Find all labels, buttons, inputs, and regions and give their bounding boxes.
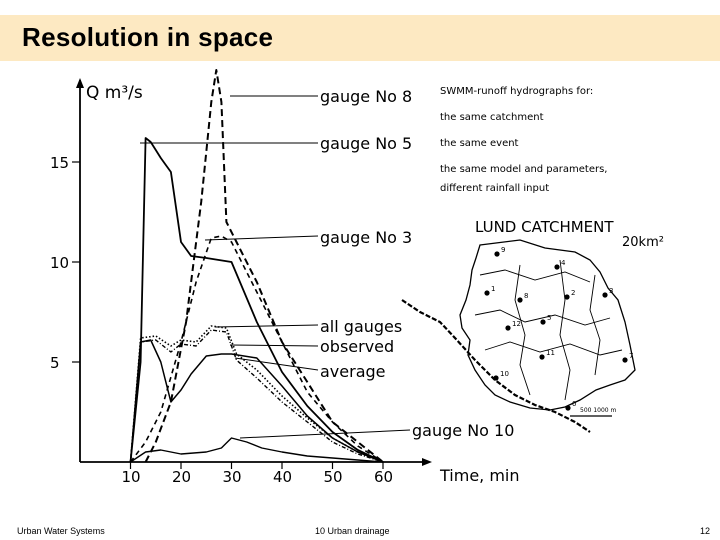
footer-course: Urban Water Systems	[17, 526, 105, 536]
subcatchment-line	[514, 264, 531, 396]
leader-observed	[229, 344, 319, 347]
x-tick-label: 20	[172, 468, 191, 486]
gauge-marker	[622, 357, 628, 363]
x-tick-label: 40	[273, 468, 292, 486]
x-tick-label: 30	[223, 468, 242, 486]
series-gauge-no-10	[130, 437, 384, 463]
series-gauge-no-8	[144, 69, 384, 463]
gauge-number: 9	[501, 246, 505, 254]
note-line-2: the same catchment	[440, 112, 544, 123]
footer-page-number: 12	[700, 526, 711, 536]
gauge-number: 5	[547, 314, 551, 322]
catchment-map: LUND CATCHMENT 20km² 9 4 1 8 2 3 5 12 11 10 7 0 500…	[401, 218, 664, 433]
note-block: SWMM-runoff hydrographs for: the same ca…	[440, 86, 608, 194]
x-tick-label: 10	[122, 468, 141, 486]
x-axis-arrow	[422, 458, 432, 466]
gauge-marker	[493, 375, 499, 381]
gauge-marker	[564, 294, 570, 300]
gauge-marker	[602, 292, 608, 298]
leader-all	[214, 324, 319, 328]
scale-bar: 500 1000 m	[570, 407, 617, 417]
x-tick-label: 60	[374, 468, 393, 486]
leader-lines	[140, 95, 411, 439]
series-average	[129, 339, 384, 463]
slide-title: Resolution in space	[22, 22, 274, 52]
gauge-number: 11	[546, 349, 555, 357]
gauge-number: 4	[561, 259, 566, 267]
gauge-marker	[539, 354, 545, 360]
gauge-number: 12	[512, 320, 521, 328]
gauge-marker	[505, 325, 511, 331]
gauge-marker	[484, 290, 490, 296]
gauge-number: 3	[609, 287, 613, 295]
leader-average	[234, 357, 319, 371]
gauge-number: 8	[524, 292, 528, 300]
series-gauge-no-3	[129, 235, 384, 463]
subcatchment-line	[559, 259, 571, 401]
y-axis-arrow	[76, 78, 84, 88]
gauge-marker	[517, 297, 523, 303]
series-gauge-no-5	[129, 137, 384, 463]
subcatchment-lines	[474, 259, 623, 401]
footer-chapter: 10 Urban drainage	[315, 526, 390, 536]
note-line-1: SWMM-runoff hydrographs for:	[440, 86, 593, 97]
hydrograph-figure: Q m³/s 5 10 15 10 20 30 40 50 60 Time, min gaug…	[0, 60, 720, 500]
gauge-marker	[565, 405, 571, 411]
gauge-number: 0	[572, 400, 576, 408]
gauge-number: 1	[491, 285, 495, 293]
leader-gauge10	[239, 429, 411, 439]
scale-bar-label: 500 1000 m	[580, 407, 617, 414]
note-line-5: different rainfall input	[440, 183, 549, 194]
subcatchment-line	[474, 309, 611, 326]
label-all-gauges: all gauges	[320, 317, 402, 336]
y-tick-label: 5	[50, 354, 60, 372]
label-observed: observed	[320, 337, 394, 356]
label-gauge10: gauge No 10	[412, 421, 514, 440]
gauge-marker	[540, 319, 546, 325]
note-line-4: the same model and parameters,	[440, 164, 608, 175]
leader-gauge3	[204, 235, 319, 241]
x-tick-label: 50	[324, 468, 343, 486]
gauge-number: 2	[571, 289, 575, 297]
label-gauge3: gauge No 3	[320, 228, 412, 247]
gauge-number: 7	[629, 352, 633, 360]
subcatchment-line	[479, 269, 591, 283]
note-line-3: the same event	[440, 138, 519, 149]
label-gauge5: gauge No 5	[320, 134, 412, 153]
catchment-boundary	[459, 239, 636, 411]
y-axis-label: Q m³/s	[86, 83, 143, 103]
series-observed	[129, 329, 384, 463]
subcatchment-line	[589, 274, 601, 376]
gauge-marker	[554, 264, 560, 270]
gauge-marker	[494, 251, 500, 257]
gauge-number: 10	[500, 370, 509, 378]
map-title: LUND CATCHMENT	[475, 218, 614, 236]
y-tick-label: 15	[50, 154, 69, 172]
map-area: 20km²	[622, 235, 664, 250]
label-gauge8: gauge No 8	[320, 87, 412, 106]
subcatchment-line	[484, 341, 623, 356]
x-axis-label: Time, min	[439, 466, 520, 485]
label-average: average	[320, 362, 386, 381]
title-bar	[0, 15, 720, 61]
y-tick-label: 10	[50, 254, 69, 272]
